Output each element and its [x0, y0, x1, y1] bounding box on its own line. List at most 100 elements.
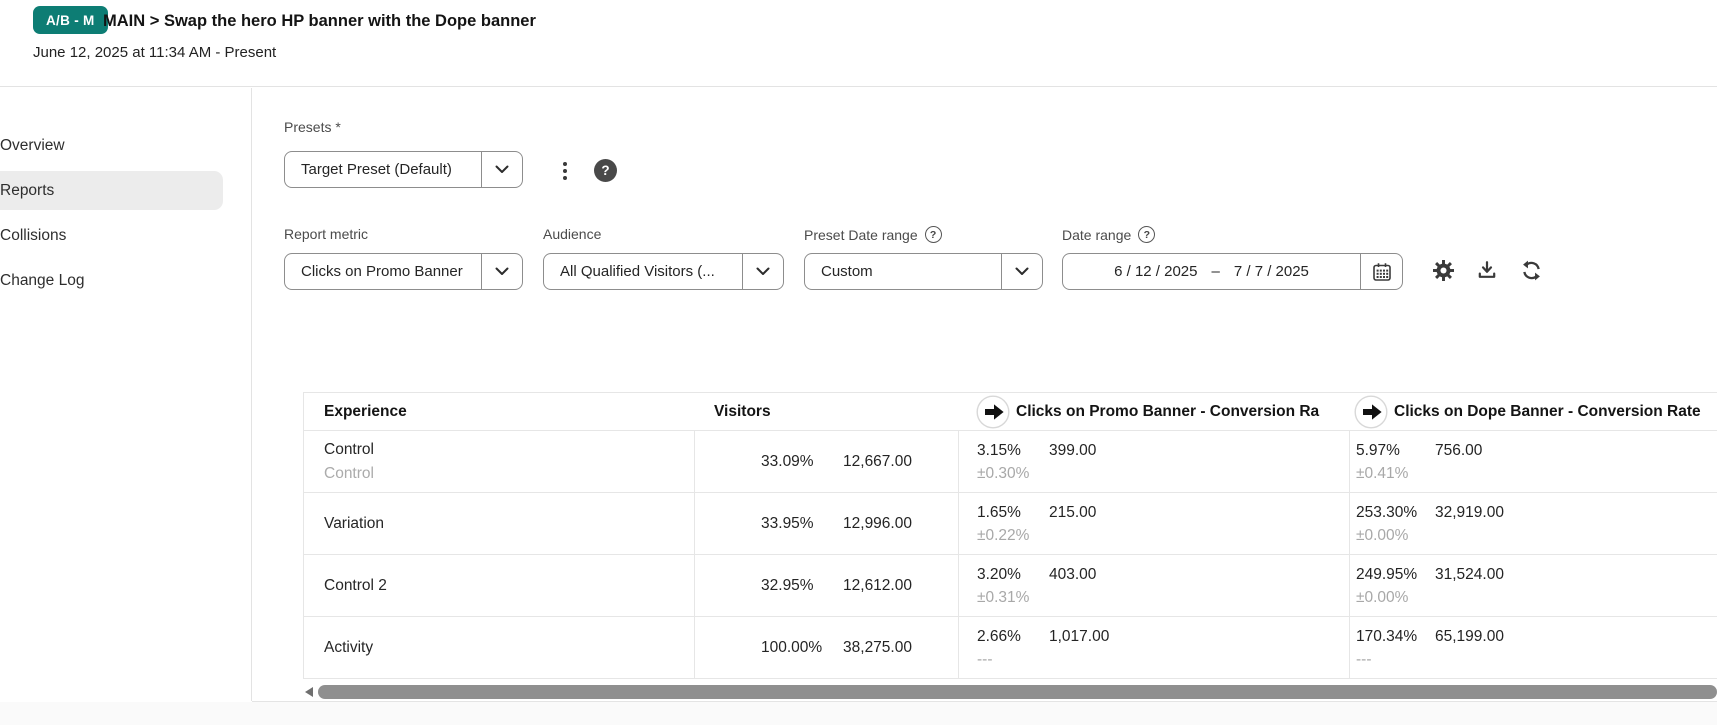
experience-report-table: Experience Visitors Clicks on Promo Bann…	[303, 392, 1717, 679]
scroll-left-arrow-icon[interactable]	[305, 687, 313, 697]
table-row-control-2: Control 2 32.95% 12,612.00 3.20% 403.00 …	[304, 555, 1717, 617]
dope-conversion-cell: 170.34% 65,199.00 ---	[1349, 617, 1717, 678]
column-header-dope-conversion[interactable]: Clicks on Dope Banner - Conversion Rate	[1349, 393, 1717, 430]
dope-conversion-cell: 5.97% 756.00 ±0.41%	[1349, 431, 1717, 492]
question-help-icon[interactable]: ?	[1138, 226, 1156, 243]
date-range-label: Date range ?	[1062, 226, 1156, 243]
presets-dropdown[interactable]: Target Preset (Default)	[284, 151, 523, 188]
visitors-cell: 33.09% 12,667.00	[694, 431, 958, 492]
date-range-end[interactable]: 7 / 7 / 2025	[1233, 263, 1309, 280]
conversion-rate: 2.66%	[977, 627, 1021, 645]
chevron-down-icon[interactable]	[1001, 254, 1042, 289]
sidebar-nav: Overview Reports Collisions Change Log	[0, 123, 251, 303]
confidence-interval: ---	[1356, 650, 1372, 668]
visitors-percent: 100.00%	[761, 638, 823, 656]
audience-label: Audience	[543, 226, 601, 242]
visitors-percent: 32.95%	[761, 576, 814, 594]
presets-value: Target Preset (Default)	[301, 161, 452, 178]
conversion-count: 756.00	[1435, 441, 1483, 459]
presets-label: Presets *	[284, 119, 341, 135]
conversion-rate: 170.34%	[1356, 627, 1418, 645]
conversion-count: 215.00	[1049, 503, 1097, 521]
column-header-experience[interactable]: Experience	[324, 402, 407, 420]
conversion-count: 1,017.00	[1049, 627, 1110, 645]
sidebar-item-label: Overview	[0, 136, 65, 154]
confidence-interval: ±0.31%	[977, 588, 1030, 606]
horizontal-scrollbar	[303, 684, 1717, 700]
chevron-down-icon[interactable]	[481, 152, 522, 187]
sidebar-item-label: Collisions	[0, 226, 67, 244]
calendar-icon[interactable]	[1360, 254, 1402, 289]
column-header-visitors[interactable]: Visitors	[714, 402, 771, 420]
table-row-variation: Variation 33.95% 12,996.00 1.65% 215.00 …	[304, 493, 1717, 555]
date-range-separator: –	[1211, 263, 1220, 280]
report-metric-dropdown[interactable]: Clicks on Promo Banner	[284, 253, 523, 290]
visitors-count: 12,612.00	[843, 576, 912, 594]
visitors-count: 12,996.00	[843, 514, 912, 532]
conversion-count: 399.00	[1049, 441, 1097, 459]
promo-conversion-cell: 2.66% 1,017.00 ---	[958, 617, 1349, 678]
visitors-cell: 33.95% 12,996.00	[694, 493, 958, 554]
help-icon[interactable]: ?	[594, 159, 617, 182]
visitors-percent: 33.95%	[761, 514, 814, 532]
table-row-control: Control Control 33.09% 12,667.00 3.15% 3…	[304, 431, 1717, 493]
experience-cell: Variation	[304, 493, 694, 554]
date-range-start[interactable]: 6 / 12 / 2025	[1114, 263, 1198, 280]
arrow-right-circle-icon	[1354, 394, 1388, 429]
bottom-strip	[0, 702, 1717, 725]
confidence-interval: ±0.00%	[1356, 526, 1409, 544]
conversion-rate: 3.20%	[977, 565, 1021, 583]
date-range-label-text: Date range	[1062, 226, 1132, 243]
question-help-icon[interactable]: ?	[924, 226, 942, 243]
activity-date-subtitle: June 12, 2025 at 11:34 AM - Present	[33, 44, 277, 61]
conversion-rate: 3.15%	[977, 441, 1021, 459]
preset-date-range-dropdown[interactable]: Custom	[804, 253, 1043, 290]
report-metric-value: Clicks on Promo Banner	[301, 263, 463, 280]
page-header: A/B - M MAIN > Swap the hero HP banner w…	[0, 0, 1717, 87]
experience-name: Control 2	[324, 576, 387, 594]
conversion-count: 403.00	[1049, 565, 1097, 583]
more-actions-button[interactable]	[558, 157, 572, 184]
sidebar-item-collisions[interactable]: Collisions	[0, 213, 251, 258]
conversion-rate: 249.95%	[1356, 565, 1418, 583]
conversion-count: 32,919.00	[1435, 503, 1504, 521]
confidence-interval: ±0.00%	[1356, 588, 1409, 606]
visitors-cell: 32.95% 12,612.00	[694, 555, 958, 616]
report-metric-label: Report metric	[284, 226, 368, 242]
experience-cell: Control Control	[304, 431, 694, 492]
sidebar-item-reports[interactable]: Reports	[0, 171, 223, 210]
conversion-rate: 1.65%	[977, 503, 1021, 521]
visitors-cell: 100.00% 38,275.00	[694, 617, 958, 678]
report-metric-label-text: Report metric	[284, 226, 369, 242]
preset-date-range-label-text: Preset Date range	[804, 226, 918, 243]
experience-subname: Control	[324, 464, 374, 482]
page-title: MAIN > Swap the hero HP banner with the …	[103, 11, 536, 30]
scrollbar-thumb[interactable]	[318, 685, 1717, 699]
column-header-label: Clicks on Dope Banner - Conversion Rate	[1394, 402, 1701, 420]
settings-gear-icon[interactable]	[1432, 259, 1454, 281]
arrow-right-circle-icon	[976, 394, 1010, 429]
audience-value: All Qualified Visitors (...	[560, 263, 715, 280]
column-header-promo-conversion[interactable]: Clicks on Promo Banner - Conversion Ra	[958, 393, 1349, 430]
date-range-text: 6 / 12 / 2025 – 7 / 7 / 2025	[1063, 254, 1360, 289]
date-range-field[interactable]: 6 / 12 / 2025 – 7 / 7 / 2025	[1062, 253, 1403, 290]
dope-conversion-cell: 249.95% 31,524.00 ±0.00%	[1349, 555, 1717, 616]
confidence-interval: ±0.22%	[977, 526, 1030, 544]
experience-cell: Activity	[304, 617, 694, 678]
experience-cell: Control 2	[304, 555, 694, 616]
refresh-icon[interactable]	[1520, 259, 1542, 281]
dope-conversion-cell: 253.30% 32,919.00 ±0.00%	[1349, 493, 1717, 554]
sidebar-item-change-log[interactable]: Change Log	[0, 258, 251, 303]
column-header-label: Clicks on Promo Banner - Conversion Ra	[1016, 402, 1320, 420]
sidebar-item-overview[interactable]: Overview	[0, 123, 251, 168]
download-icon[interactable]	[1476, 259, 1498, 281]
experience-name: Variation	[324, 514, 385, 532]
visitors-percent: 33.09%	[761, 452, 814, 470]
conversion-count: 31,524.00	[1435, 565, 1504, 583]
chevron-down-icon[interactable]	[742, 254, 783, 289]
audience-dropdown[interactable]: All Qualified Visitors (...	[543, 253, 784, 290]
experience-name: Control	[324, 440, 374, 458]
confidence-interval: ---	[977, 650, 993, 668]
chevron-down-icon[interactable]	[481, 254, 522, 289]
table-row-activity: Activity 100.00% 38,275.00 2.66% 1,017.0…	[304, 617, 1717, 679]
